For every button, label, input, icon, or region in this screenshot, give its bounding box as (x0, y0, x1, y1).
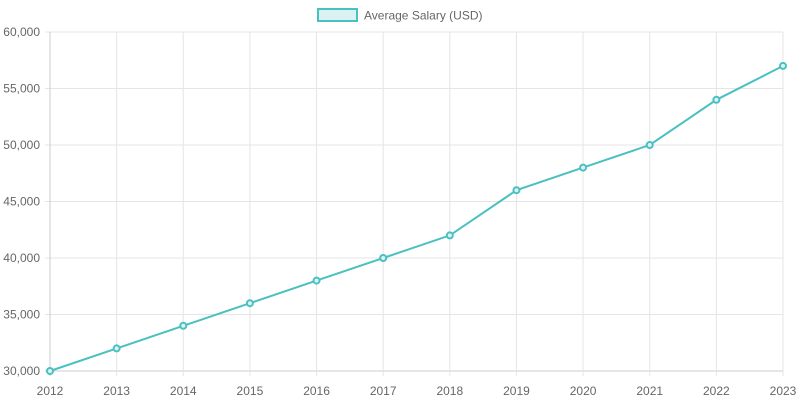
data-point[interactable] (46, 367, 54, 375)
y-tick-label: 30,000 (3, 364, 40, 378)
x-tick-label: 2012 (37, 384, 64, 398)
data-point[interactable] (512, 186, 521, 195)
data-point[interactable] (712, 95, 721, 104)
x-tick-label: 2020 (570, 384, 597, 398)
x-tick-label: 2018 (436, 384, 463, 398)
y-tick-label: 50,000 (3, 138, 40, 152)
y-tick-label: 60,000 (3, 25, 40, 39)
x-tick-label: 2022 (703, 384, 730, 398)
x-tick-label: 2014 (170, 384, 197, 398)
x-tick-label: 2019 (503, 384, 530, 398)
x-tick-label: 2023 (770, 384, 797, 398)
data-point[interactable] (579, 163, 588, 172)
y-axis: 30,000 35,000 40,000 45,000 50,000 55,000 60,0… (3, 25, 40, 378)
data-points (46, 61, 787, 375)
y-tick-label: 55,000 (3, 82, 40, 96)
data-point[interactable] (645, 141, 654, 149)
x-axis: 2012 2013 2014 2015 2016 2017 2018 2019 2020 2021… (37, 384, 797, 398)
data-point[interactable] (112, 344, 121, 353)
data-point[interactable] (445, 231, 454, 240)
y-tick-label: 45,000 (3, 195, 40, 209)
data-point[interactable] (179, 321, 188, 330)
x-tick-label: 2013 (103, 384, 130, 398)
chart-grid (45, 31, 784, 376)
x-tick-label: 2016 (303, 384, 330, 398)
y-tick-label: 40,000 (3, 251, 40, 265)
data-point[interactable] (779, 61, 787, 70)
y-tick-label: 35,000 (3, 308, 40, 322)
legend-swatch[interactable] (317, 8, 358, 22)
data-point[interactable] (245, 299, 254, 308)
x-tick-label: 2021 (636, 384, 663, 398)
x-tick-label: 2017 (370, 384, 397, 398)
x-tick-label: 2015 (237, 384, 264, 398)
data-point[interactable] (379, 254, 388, 262)
data-point[interactable] (312, 276, 321, 285)
legend-label[interactable]: Average Salary (USD) (364, 9, 483, 23)
legend[interactable]: Average Salary (USD) (317, 8, 483, 23)
series-line (49, 65, 784, 372)
